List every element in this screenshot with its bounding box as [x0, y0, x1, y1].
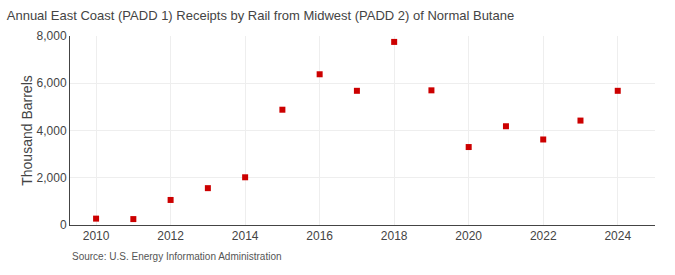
- svg-text:4,000: 4,000: [37, 124, 67, 138]
- svg-text:8,000: 8,000: [37, 29, 67, 43]
- svg-text:0: 0: [60, 218, 67, 232]
- svg-text:Thousand Barrels: Thousand Barrels: [19, 75, 35, 186]
- svg-text:2,000: 2,000: [37, 171, 67, 185]
- svg-text:2010: 2010: [83, 229, 110, 243]
- svg-text:2018: 2018: [381, 229, 408, 243]
- svg-text:Annual East Coast (PADD 1) Rec: Annual East Coast (PADD 1) Receipts by R…: [7, 8, 514, 23]
- svg-text:Source: U.S. Energy Informatio: Source: U.S. Energy Information Administ…: [72, 251, 282, 262]
- svg-text:2016: 2016: [306, 229, 333, 243]
- svg-text:2022: 2022: [530, 229, 557, 243]
- svg-text:6,000: 6,000: [37, 76, 67, 90]
- svg-text:2014: 2014: [232, 229, 259, 243]
- svg-text:2020: 2020: [455, 229, 482, 243]
- svg-text:2024: 2024: [604, 229, 631, 243]
- svg-text:2012: 2012: [157, 229, 184, 243]
